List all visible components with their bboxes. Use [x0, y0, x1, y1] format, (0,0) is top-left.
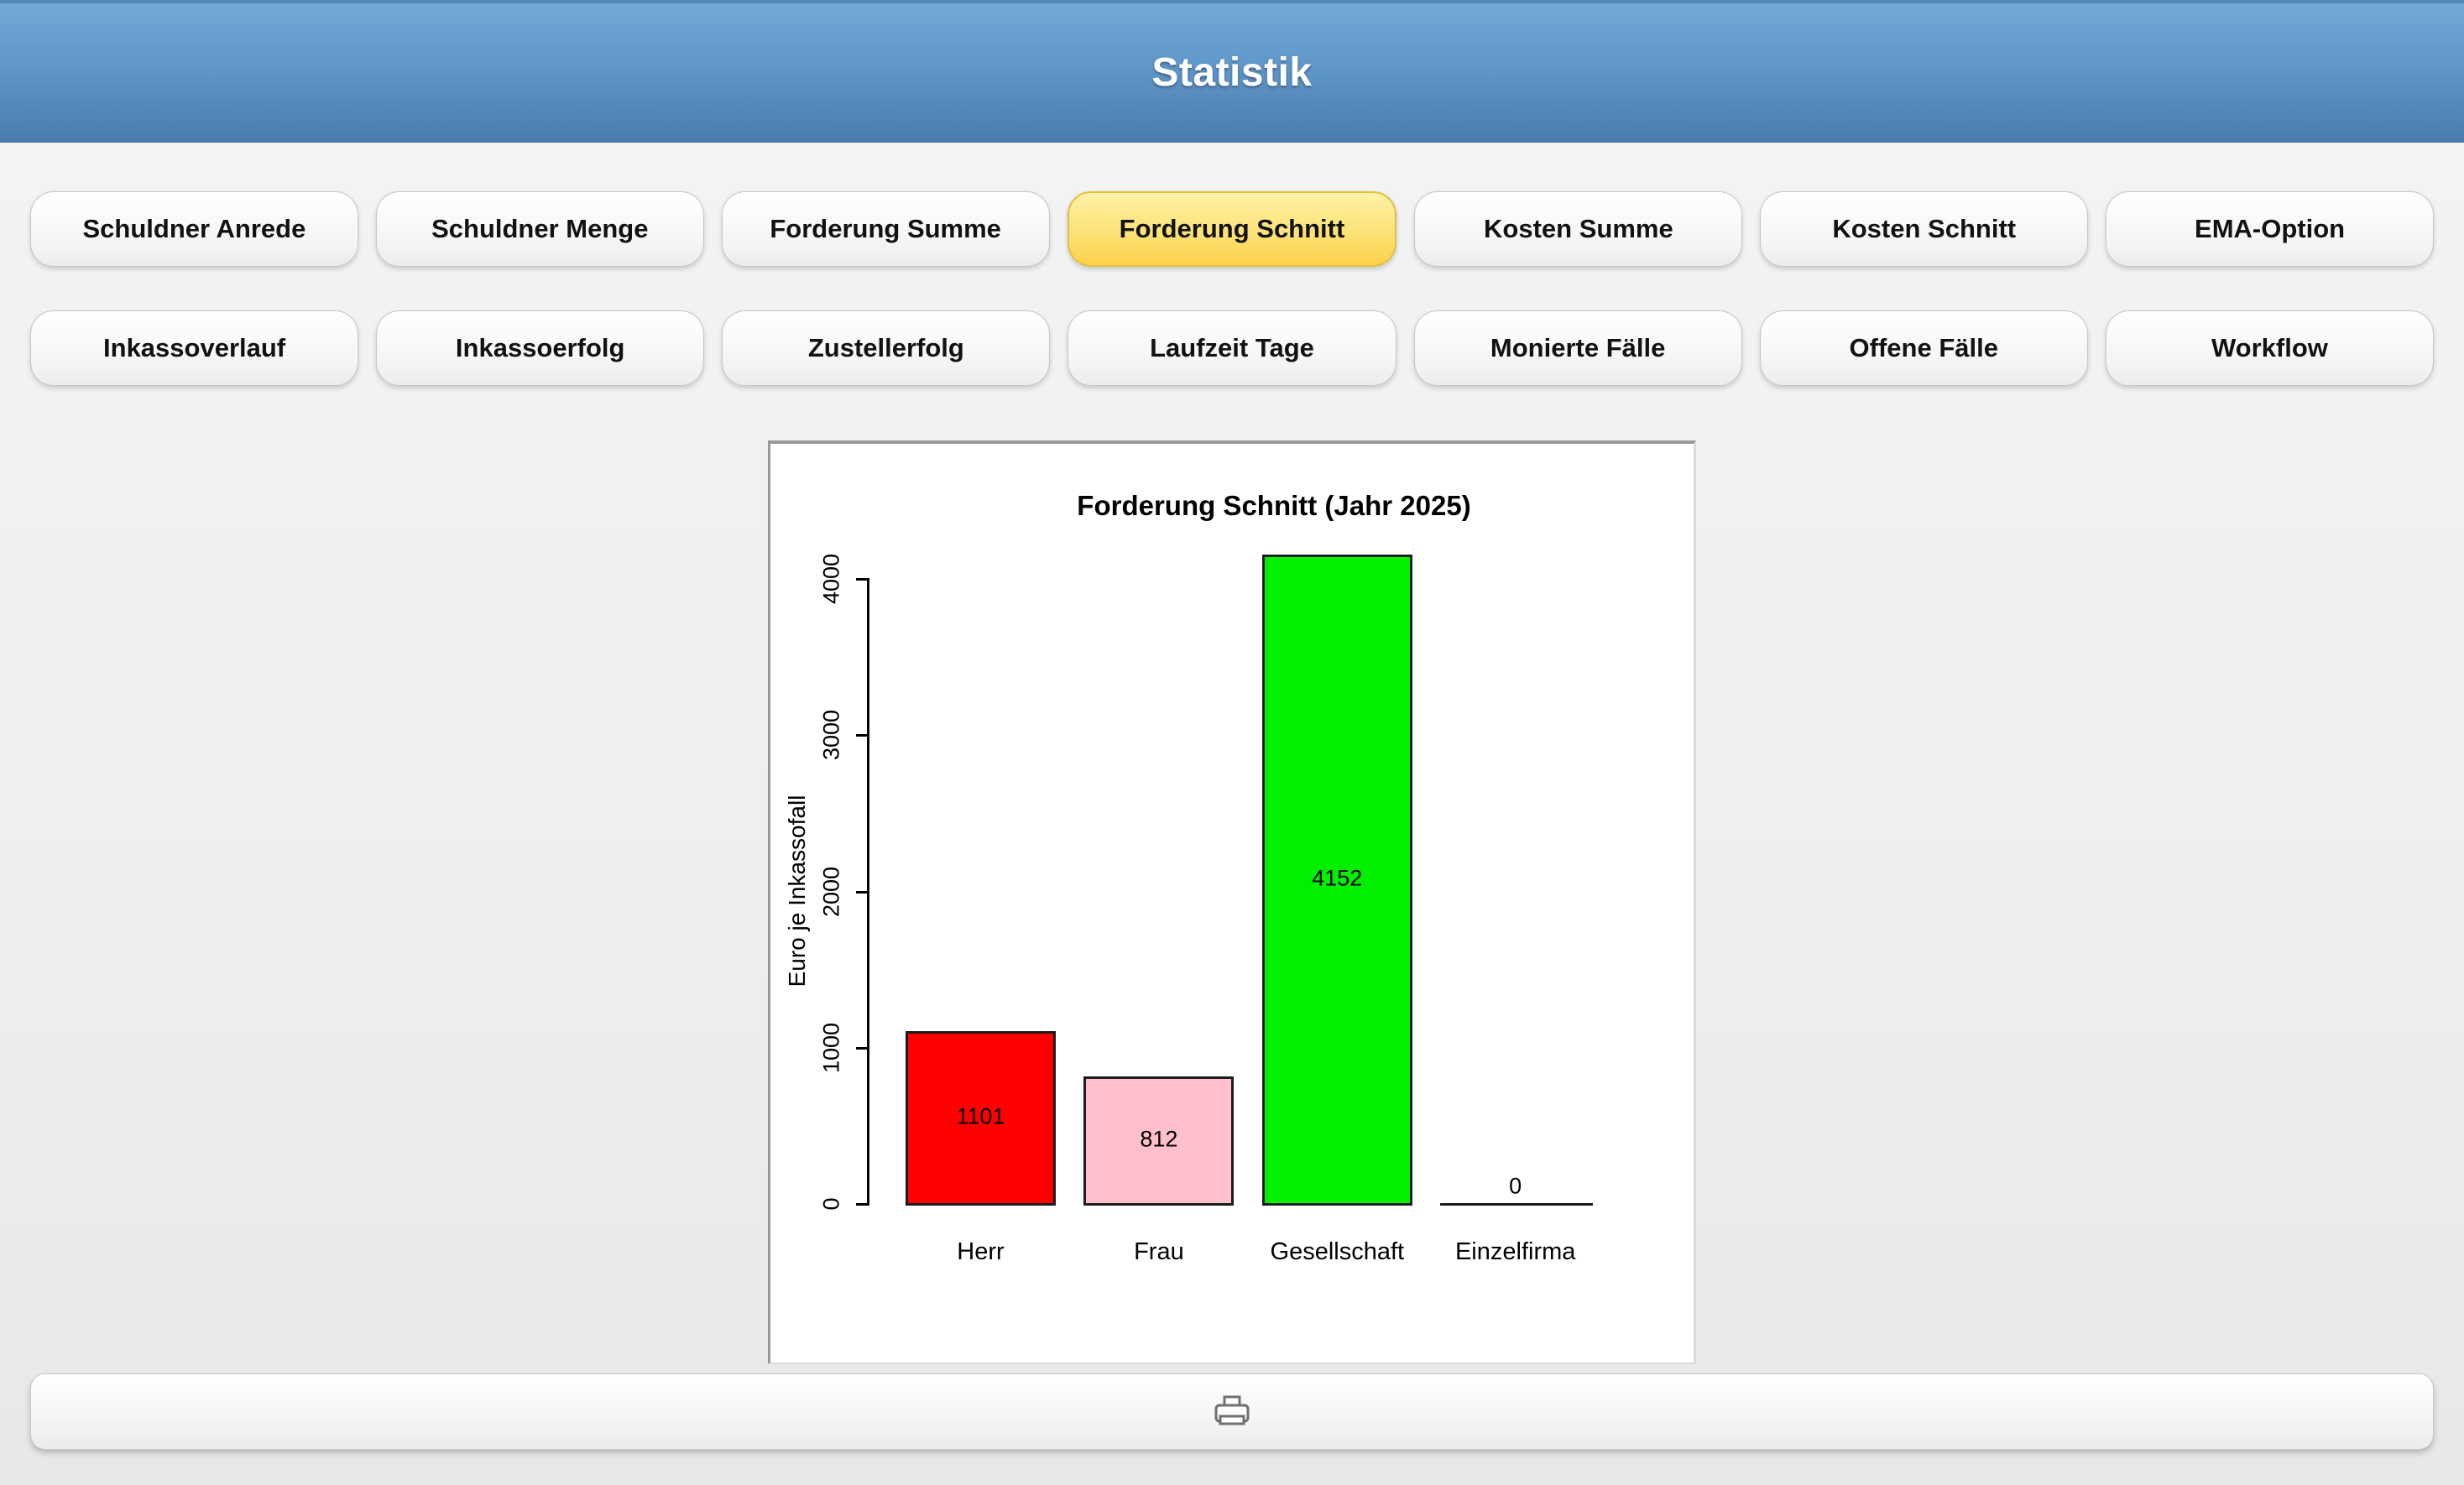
- app-header: Statistik: [0, 0, 2464, 143]
- category-label-herr: Herr: [957, 1238, 1005, 1265]
- bar-einzelfirma: [1440, 1203, 1594, 1206]
- statistik-app: Statistik Schuldner Anrede Schuldner Meng…: [0, 0, 2464, 1450]
- y-tick: [856, 1046, 867, 1050]
- tab-schuldner-anrede[interactable]: Schuldner Anrede: [30, 191, 358, 267]
- tab-row-2: Inkassoverlauf Inkassoerfolg Zustellerfolg…: [30, 310, 2434, 386]
- tab-kosten-summe[interactable]: Kosten Summe: [1414, 191, 1743, 267]
- bar-value-herr: 1101: [956, 1103, 1005, 1129]
- y-tick-label: 3000: [818, 710, 844, 761]
- y-tick-label: 1000: [818, 1022, 844, 1073]
- y-axis-title: Euro je Inkassofall: [784, 795, 810, 987]
- bar-frau: [1083, 1076, 1235, 1206]
- chart-panel: Forderung Schnitt (Jahr 2025) 0 1000 2000 3…: [768, 440, 1696, 1364]
- print-button[interactable]: [30, 1373, 2434, 1450]
- tab-workflow[interactable]: Workflow: [2105, 310, 2434, 386]
- tab-schuldner-menge[interactable]: Schuldner Menge: [375, 191, 704, 267]
- y-tick-label: 0: [818, 1197, 844, 1211]
- y-axis-line: [867, 578, 869, 1206]
- tab-offene-faelle[interactable]: Offene Fälle: [1759, 310, 2088, 386]
- y-tick: [856, 890, 867, 894]
- tab-ema-option[interactable]: EMA-Option: [2106, 191, 2435, 267]
- page-title: Statistik: [1151, 50, 1313, 95]
- y-tick: [856, 1203, 867, 1206]
- tab-inkassoerfolg[interactable]: Inkassoerfolg: [376, 310, 705, 386]
- bar-value-einzelfirma: 0: [1509, 1173, 1522, 1199]
- category-label-gesellschaft: Gesellschaft: [1270, 1238, 1405, 1265]
- y-tick: [856, 734, 867, 737]
- tab-zustellerfolg[interactable]: Zustellerfolg: [722, 310, 1051, 386]
- bar-gesellschaft: [1261, 554, 1412, 1206]
- category-label-frau: Frau: [1134, 1238, 1184, 1265]
- tab-monierte-faelle[interactable]: Monierte Fälle: [1413, 310, 1742, 386]
- tab-kosten-schnitt[interactable]: Kosten Schnitt: [1760, 191, 2089, 267]
- tab-inkassoverlauf[interactable]: Inkassoverlauf: [30, 310, 359, 386]
- category-label-einzelfirma: Einzelfirma: [1454, 1238, 1576, 1265]
- y-tick-label: 2000: [818, 866, 844, 917]
- tab-row-1: Schuldner Anrede Schuldner Menge Forderung…: [30, 191, 2435, 267]
- y-tick: [856, 578, 867, 581]
- bar-herr: [906, 1030, 1056, 1206]
- y-tick-label: 4000: [818, 553, 844, 605]
- tab-forderung-summe[interactable]: Forderung Summe: [721, 191, 1050, 267]
- tab-laufzeit-tage[interactable]: Laufzeit Tage: [1068, 310, 1396, 386]
- printer-icon: [1214, 1395, 1250, 1425]
- bar-value-frau: 812: [1140, 1126, 1178, 1152]
- bar-value-gesellschaft: 4152: [1312, 865, 1363, 891]
- chart-title: Forderung Schnitt (Jahr 2025): [1077, 490, 1471, 521]
- tab-forderung-schnitt[interactable]: Forderung Schnitt: [1067, 191, 1397, 267]
